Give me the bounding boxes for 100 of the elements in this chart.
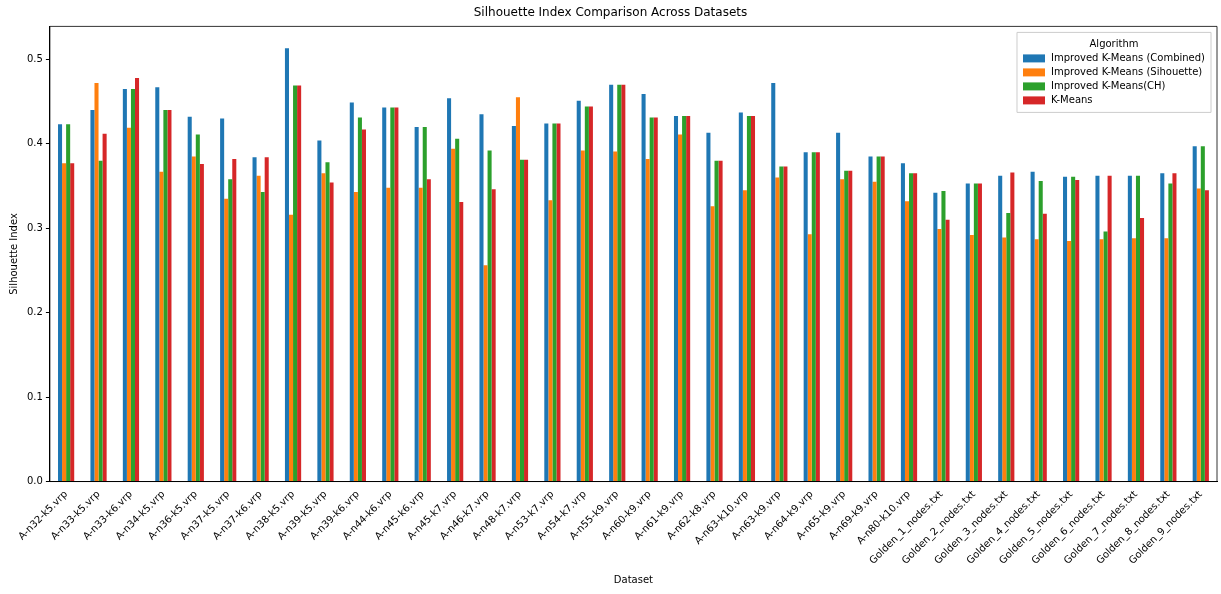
bar <box>714 160 719 482</box>
y-tick-label: 0.4 <box>27 137 43 149</box>
bar <box>1095 175 1100 482</box>
legend-label: Improved K-Means(CH) <box>1051 79 1166 91</box>
bar <box>98 160 103 482</box>
bar <box>422 126 427 482</box>
bar <box>1135 175 1140 482</box>
bar <box>848 170 853 482</box>
bar <box>876 156 881 482</box>
bar <box>609 84 614 482</box>
bar <box>491 189 496 482</box>
bar <box>426 179 431 482</box>
bar <box>353 191 358 482</box>
y-axis-title: Silhouette Index <box>7 213 19 295</box>
bar <box>913 173 918 482</box>
bar <box>195 134 200 482</box>
bar <box>70 163 75 482</box>
bar <box>317 140 322 482</box>
bar <box>519 159 525 482</box>
bar <box>746 115 751 482</box>
bar <box>511 126 516 482</box>
bar <box>645 158 650 482</box>
bar <box>1103 231 1108 482</box>
bar <box>297 85 302 482</box>
bar <box>102 133 107 482</box>
bar <box>803 152 808 482</box>
bar <box>418 187 423 482</box>
bar <box>1067 240 1072 482</box>
bar <box>840 179 845 482</box>
bar <box>1038 180 1043 482</box>
bar <box>293 85 298 482</box>
bar <box>807 234 812 482</box>
bar <box>361 129 366 482</box>
bar <box>653 117 658 482</box>
bar <box>556 123 561 482</box>
bar <box>706 132 711 482</box>
bar <box>447 98 452 482</box>
bar <box>1131 238 1136 482</box>
bar <box>524 159 529 482</box>
bar <box>900 163 905 482</box>
bar <box>710 206 715 482</box>
bar <box>220 118 225 482</box>
bar <box>289 214 294 482</box>
bar <box>868 156 873 482</box>
bar <box>811 152 816 482</box>
bar <box>260 191 265 482</box>
bar <box>1042 213 1047 482</box>
bar <box>390 107 395 482</box>
bar <box>357 117 362 482</box>
bar <box>130 88 135 482</box>
legend-label: K-Means <box>1051 93 1093 105</box>
bar <box>584 106 589 482</box>
y-tick-label: 0.3 <box>27 221 43 233</box>
bar <box>135 77 140 482</box>
bar <box>844 170 849 482</box>
bar <box>1063 176 1068 482</box>
bar <box>451 148 456 482</box>
chart-title: Silhouette Index Comparison Across Datasets <box>473 5 748 20</box>
bar <box>382 107 387 482</box>
bar <box>1172 173 1177 482</box>
bar <box>349 102 354 482</box>
bar <box>880 156 885 482</box>
bar <box>738 112 743 482</box>
bar <box>1030 171 1035 482</box>
bar <box>58 124 63 482</box>
bar <box>167 110 172 482</box>
bar <box>941 191 946 482</box>
bar <box>904 201 910 482</box>
bar <box>284 48 289 482</box>
bar <box>779 166 784 482</box>
bar <box>613 151 618 482</box>
bar <box>775 177 780 482</box>
bar <box>414 126 419 482</box>
bar <box>126 127 131 482</box>
legend-label: Improved K-Means (Sihouette) <box>1051 65 1203 77</box>
bar <box>483 265 488 482</box>
bar <box>252 157 257 482</box>
bar <box>945 219 950 482</box>
bar <box>909 173 914 482</box>
bar <box>682 115 687 482</box>
bar <box>548 200 553 482</box>
bar <box>969 234 974 482</box>
bar <box>191 156 196 482</box>
bar <box>750 115 756 482</box>
bar <box>1071 176 1076 482</box>
bar <box>1099 239 1104 482</box>
bar <box>678 134 683 482</box>
bar <box>515 97 520 482</box>
bar <box>872 181 877 482</box>
bar <box>159 171 164 482</box>
bar <box>232 158 237 482</box>
bar <box>1002 237 1007 482</box>
bar <box>771 82 776 482</box>
y-tick-label: 0.0 <box>27 475 43 487</box>
bar <box>394 107 399 482</box>
bar <box>1164 238 1169 482</box>
bar <box>998 175 1003 482</box>
bar <box>1006 213 1011 482</box>
bar <box>718 160 723 482</box>
bar <box>386 187 391 482</box>
